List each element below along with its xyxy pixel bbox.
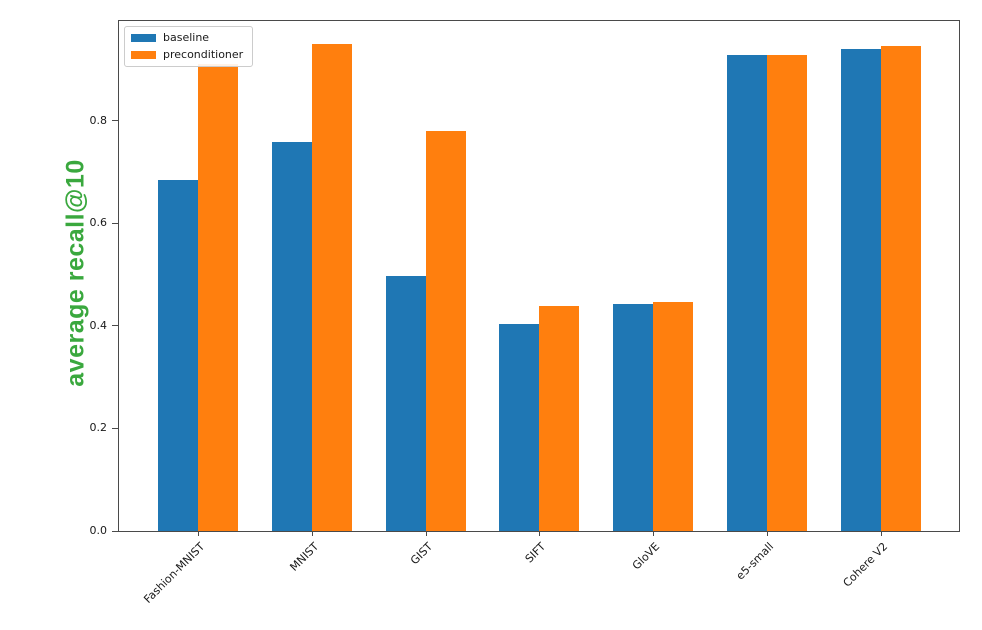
legend-label-preconditioner: preconditioner	[163, 48, 244, 61]
bar-preconditioner-GloVE	[653, 302, 694, 531]
legend-swatch-preconditioner	[131, 51, 156, 59]
x-tick-label-GIST: GIST	[407, 540, 435, 568]
bar-baseline-GloVE	[613, 304, 654, 531]
bar-preconditioner-MNIST	[311, 44, 352, 531]
x-tick-mark	[311, 531, 313, 536]
legend-entry-baseline: baseline	[131, 32, 243, 44]
x-tick-mark	[653, 531, 655, 536]
bar-baseline-MNIST	[271, 142, 312, 531]
y-tick-label: 0.6	[89, 216, 108, 230]
legend-entry-preconditioner: preconditioner	[131, 49, 243, 61]
x-tick-label-GloVE: GloVE	[630, 540, 663, 573]
legend-swatch-baseline	[131, 34, 156, 42]
x-tick-mark	[539, 531, 541, 536]
bar-baseline-GIST	[385, 276, 426, 531]
plot-area: baseline preconditioner 0.0 0.2 0.4 0.6 0.8 F…	[90, 20, 960, 606]
y-tick-mark	[112, 427, 118, 429]
y-axis-label: average recall@10	[61, 159, 90, 387]
bar-preconditioner-Cohere V2	[880, 46, 921, 531]
y-tick-mark	[112, 120, 118, 122]
bar-baseline-e5-small	[727, 55, 768, 531]
bar-preconditioner-Fashion-MNIST	[198, 64, 238, 531]
y-tick-label: 0.8	[89, 113, 108, 127]
y-tick-mark	[112, 222, 118, 224]
bar-preconditioner-e5-small	[767, 55, 808, 531]
y-tick-mark	[112, 530, 118, 532]
y-tick-label: 0.4	[89, 318, 108, 332]
bar-baseline-Fashion-MNIST	[158, 180, 198, 531]
x-tick-mark	[425, 531, 427, 536]
legend: baseline preconditioner	[124, 26, 254, 67]
x-tick-label-Fashion-MNIST: Fashion-MNIST	[141, 540, 208, 606]
bar-preconditioner-GIST	[425, 131, 466, 531]
x-tick-label-SIFT: SIFT	[523, 540, 549, 566]
x-tick-label-Cohere V2: Cohere V2	[840, 540, 891, 590]
bar-baseline-Cohere V2	[840, 49, 881, 531]
legend-label-baseline: baseline	[163, 31, 210, 44]
bar-preconditioner-SIFT	[539, 306, 580, 531]
x-tick-label-MNIST: MNIST	[287, 540, 322, 574]
x-tick-label-e5-small: e5-small	[733, 540, 777, 583]
x-tick-mark	[880, 531, 882, 536]
y-tick-label: 0.2	[89, 421, 108, 435]
bar-baseline-SIFT	[499, 324, 540, 531]
x-tick-mark	[767, 531, 769, 536]
y-tick-label: 0.0	[89, 524, 108, 537]
y-tick-mark	[112, 325, 118, 327]
x-tick-mark	[198, 531, 199, 536]
